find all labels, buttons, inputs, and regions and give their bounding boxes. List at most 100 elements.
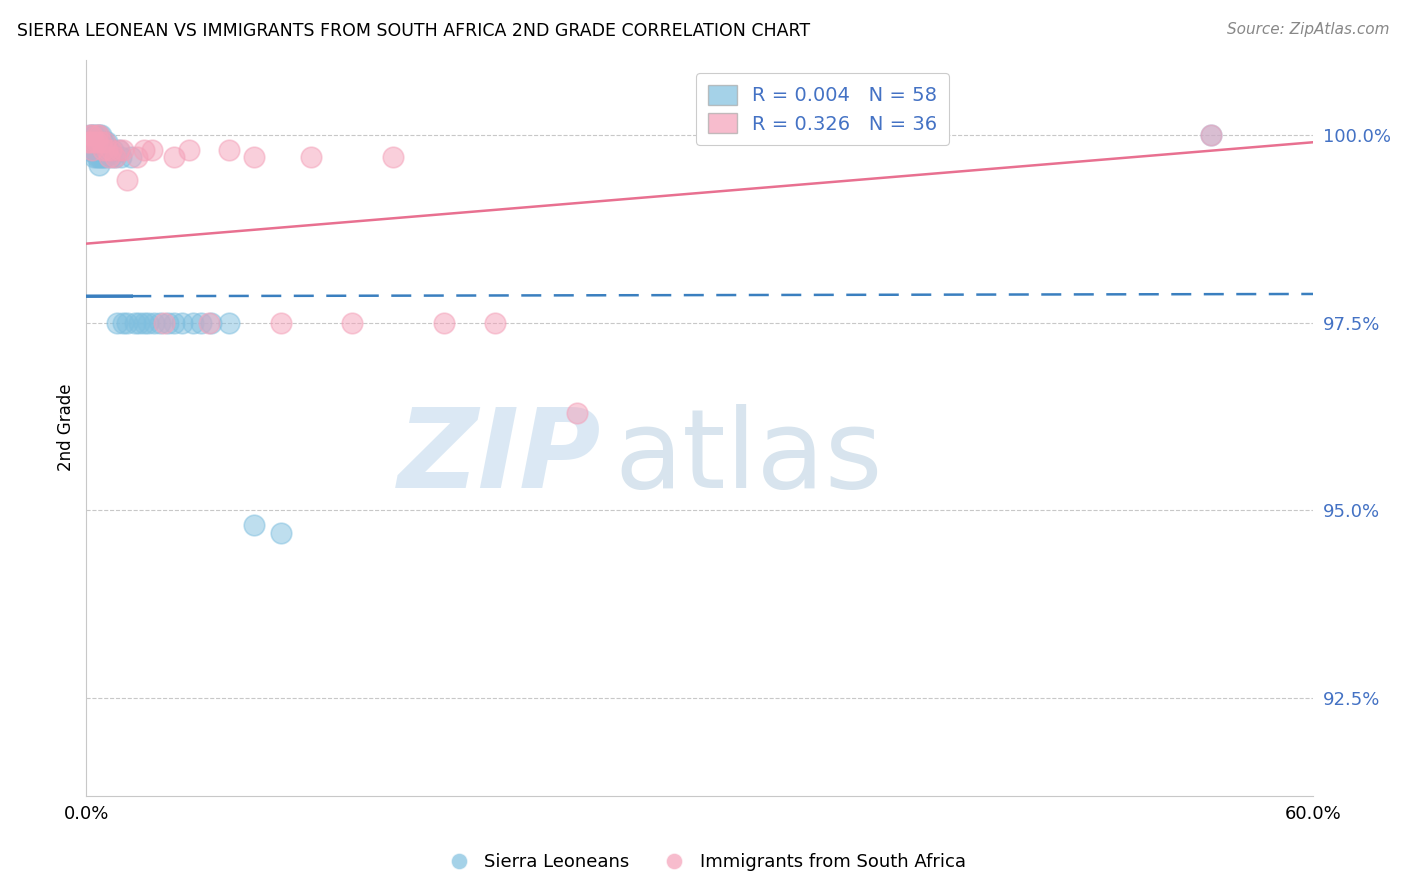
Point (83, 128, 105, 142)
Point (96, 143, 118, 157)
Point (86, 135, 108, 149)
Point (82, 143, 104, 157)
Point (90, 135, 112, 149)
Point (153, 316, 176, 330)
Point (93, 135, 115, 149)
Point (91, 143, 114, 157)
Legend: Sierra Leoneans, Immigrants from South Africa: Sierra Leoneans, Immigrants from South A… (433, 847, 973, 879)
Point (382, 150, 405, 164)
Point (115, 173, 138, 187)
Point (110, 150, 132, 164)
Text: ZIP: ZIP (398, 403, 602, 510)
Point (200, 316, 222, 330)
Point (190, 316, 212, 330)
Point (104, 150, 127, 164)
Point (124, 316, 146, 330)
Point (142, 316, 165, 330)
Point (87, 150, 110, 164)
Point (141, 143, 163, 157)
Point (83, 135, 105, 149)
Point (1199, 128, 1222, 142)
Point (82, 135, 104, 149)
Legend: R = 0.004   N = 58, R = 0.326   N = 36: R = 0.004 N = 58, R = 0.326 N = 36 (696, 73, 949, 145)
Point (82, 143, 104, 157)
Point (243, 150, 266, 164)
Text: Source: ZipAtlas.com: Source: ZipAtlas.com (1226, 22, 1389, 37)
Point (87, 135, 110, 149)
Point (87, 128, 110, 142)
Point (172, 316, 194, 330)
Text: atlas: atlas (614, 403, 883, 510)
Point (86, 150, 108, 164)
Point (79, 143, 101, 157)
Point (100, 143, 122, 157)
Point (79, 128, 101, 142)
Point (96, 143, 118, 157)
Point (77, 135, 100, 149)
Point (299, 150, 322, 164)
Point (565, 406, 588, 420)
Point (90, 128, 112, 142)
Point (270, 316, 292, 330)
Point (97, 150, 120, 164)
Point (112, 316, 135, 330)
Point (83, 143, 105, 157)
Point (108, 143, 131, 157)
Point (340, 316, 363, 330)
Text: SIERRA LEONEAN VS IMMIGRANTS FROM SOUTH AFRICA 2ND GRADE CORRELATION CHART: SIERRA LEONEAN VS IMMIGRANTS FROM SOUTH … (17, 22, 810, 40)
Point (108, 143, 131, 157)
Point (136, 316, 159, 330)
Point (270, 525, 292, 540)
Point (177, 143, 200, 157)
Point (82, 128, 104, 142)
Point (87, 128, 110, 142)
Point (86, 128, 108, 142)
Point (157, 316, 180, 330)
Point (104, 150, 127, 164)
Point (128, 316, 150, 330)
Point (132, 143, 155, 157)
Point (86, 135, 108, 149)
Point (97, 143, 120, 157)
Point (433, 316, 456, 330)
Point (91, 143, 114, 157)
Point (127, 150, 149, 164)
Point (86, 143, 108, 157)
Point (120, 150, 142, 164)
Point (77, 135, 100, 149)
Point (79, 135, 101, 149)
Point (87, 143, 110, 157)
Point (91, 150, 114, 164)
Point (91, 135, 114, 149)
Point (484, 316, 506, 330)
Point (93, 150, 115, 164)
Point (105, 316, 128, 330)
Point (86, 128, 108, 142)
Point (90, 150, 112, 164)
Point (112, 143, 135, 157)
Point (218, 316, 240, 330)
Point (83, 150, 105, 164)
Point (96, 135, 118, 149)
Point (79, 135, 101, 149)
Point (115, 316, 138, 330)
Point (79, 128, 101, 142)
Point (132, 316, 155, 330)
Point (243, 518, 266, 533)
Point (218, 143, 240, 157)
Point (90, 143, 112, 157)
Point (1199, 128, 1222, 142)
Y-axis label: 2nd Grade: 2nd Grade (58, 384, 75, 472)
Point (181, 316, 204, 330)
Point (101, 143, 124, 157)
Point (83, 135, 105, 149)
Point (77, 143, 100, 157)
Point (149, 316, 172, 330)
Point (93, 135, 115, 149)
Point (82, 128, 104, 142)
Point (198, 316, 221, 330)
Point (90, 135, 112, 149)
Point (163, 316, 186, 330)
Point (163, 150, 186, 164)
Point (100, 150, 122, 164)
